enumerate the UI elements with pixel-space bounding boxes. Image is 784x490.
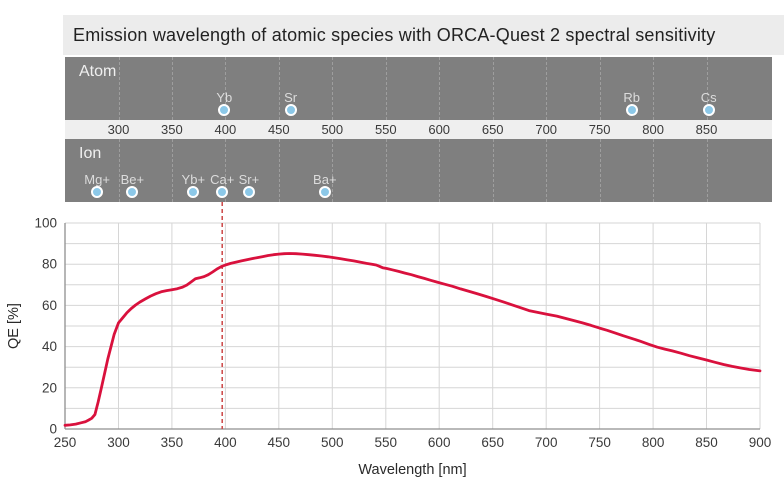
figure-title: Emission wavelength of atomic species wi… [73, 24, 716, 45]
svg-text:80: 80 [42, 257, 57, 272]
ion-marker-dot [318, 186, 331, 198]
band-gridline [546, 57, 548, 120]
qe-spectral-chart: 0 20 40 60 80 100 250 300 350 400 450 500 550 600 650 7… [0, 202, 784, 490]
atom-band: Atom Yb Sr Rb Cs [65, 57, 772, 120]
axes [64, 223, 760, 430]
atom-marker-dot [702, 104, 715, 116]
scale-tick-label: 600 [428, 122, 451, 137]
svg-text:550: 550 [375, 435, 398, 450]
atom-marker-dot [625, 104, 638, 116]
x-tick-labels: 250 300 350 400 450 500 550 600 650 700 750 800 850 9… [54, 435, 772, 450]
scale-tick-label: 400 [214, 122, 237, 137]
scale-tick-label: 850 [695, 122, 718, 137]
atom-marker-label: Rb [623, 90, 640, 105]
band-gridline [706, 57, 708, 120]
svg-text:750: 750 [588, 435, 611, 450]
ion-marker-dot [91, 186, 104, 198]
svg-text:650: 650 [481, 435, 504, 450]
scale-tick-label: 800 [642, 122, 664, 137]
band-gridline [225, 139, 227, 202]
y-tick-labels: 0 20 40 60 80 100 [34, 216, 57, 437]
band-gridline [278, 139, 280, 202]
horizontal-gridlines [65, 222, 760, 409]
x-axis-title: Wavelength [nm] [358, 462, 466, 478]
y-axis-title: QE [%] [6, 303, 22, 349]
scale-tick-label: 350 [161, 122, 183, 137]
ion-band: Ion Mg+ Be+ Yb+ Ca+ Sr+ Ba+ [65, 139, 772, 202]
ion-band-label: Ion [79, 145, 102, 162]
svg-text:900: 900 [749, 435, 772, 450]
band-gridline [492, 57, 494, 120]
band-gridline [385, 139, 387, 202]
ion-marker-label: Be+ [120, 172, 145, 187]
band-gridline [225, 57, 227, 120]
svg-text:350: 350 [161, 435, 184, 450]
svg-text:400: 400 [214, 435, 237, 450]
band-gridline [171, 57, 173, 120]
band-gridline [332, 57, 334, 120]
band-gridline [706, 139, 708, 202]
scale-tick-label: 750 [588, 122, 611, 137]
svg-text:60: 60 [42, 298, 57, 313]
scale-tick-label: 500 [321, 122, 344, 137]
band-gridline [439, 57, 441, 120]
band-gridline [653, 139, 655, 202]
band-gridline [599, 57, 601, 120]
svg-text:20: 20 [42, 380, 57, 395]
figure-title-bar: Emission wavelength of atomic species wi… [63, 15, 784, 55]
wavelength-scale-strip: 300 350 400 450 500 550 600 650 700 750 800 850 [65, 120, 772, 139]
svg-text:0: 0 [49, 422, 57, 437]
svg-text:600: 600 [428, 435, 451, 450]
svg-text:850: 850 [695, 435, 718, 450]
band-gridline [546, 139, 548, 202]
atom-marker-label: Yb [216, 90, 233, 105]
scale-tick-label: 450 [267, 122, 290, 137]
ion-marker-label: Ba+ [313, 172, 337, 187]
atom-marker-label: Sr [284, 90, 298, 105]
ion-marker-label: Sr+ [238, 172, 260, 187]
atom-band-label: Atom [79, 63, 117, 80]
svg-text:40: 40 [42, 339, 57, 354]
band-gridline [171, 139, 173, 202]
band-gridline [492, 139, 494, 202]
qe-chart-svg: 0 20 40 60 80 100 250 300 350 400 450 500 550 600 650 7… [6, 202, 772, 478]
atom-marker-label: Cs [700, 90, 717, 105]
scale-tick-label: 300 [107, 122, 130, 137]
ion-marker-label: Ca+ [210, 172, 235, 187]
ion-marker-dot [187, 186, 200, 198]
atom-marker-dot [218, 104, 231, 116]
ion-marker-label: Mg+ [84, 172, 110, 187]
ion-marker-dot [126, 186, 139, 198]
svg-text:500: 500 [321, 435, 344, 450]
scale-tick-label: 550 [374, 122, 397, 137]
ion-marker-dot [242, 186, 255, 198]
band-gridline [599, 139, 601, 202]
svg-text:700: 700 [535, 435, 558, 450]
svg-text:450: 450 [268, 435, 291, 450]
svg-text:300: 300 [107, 435, 130, 450]
atom-marker-dot [284, 104, 297, 116]
band-gridline [385, 57, 387, 120]
scale-tick-label: 650 [481, 122, 504, 137]
band-gridline [332, 139, 334, 202]
band-gridline [118, 139, 120, 202]
qe-curve [63, 252, 762, 427]
band-gridline [278, 57, 280, 120]
ion-marker-dot [216, 186, 229, 198]
band-gridline [653, 57, 655, 120]
svg-text:250: 250 [54, 435, 77, 450]
ion-marker-label: Yb+ [181, 172, 206, 187]
band-gridline [118, 57, 120, 120]
scale-tick-label: 700 [535, 122, 558, 137]
svg-text:100: 100 [34, 216, 57, 231]
svg-text:800: 800 [642, 435, 665, 450]
band-gridline [439, 139, 441, 202]
